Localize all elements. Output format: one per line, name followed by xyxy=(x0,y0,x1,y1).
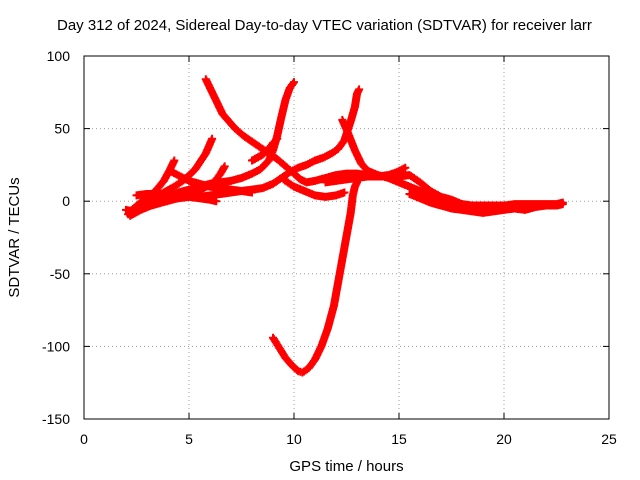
y-tick-label: 50 xyxy=(54,121,70,137)
data-point xyxy=(248,188,256,197)
plot-area-frame xyxy=(83,55,610,420)
data-series xyxy=(132,189,221,206)
data-point xyxy=(212,197,221,206)
data-series xyxy=(269,178,361,377)
y-tick-label: -100 xyxy=(42,338,70,354)
x-tick-label: 5 xyxy=(185,431,193,447)
y-tick-label: 0 xyxy=(62,193,70,209)
grid xyxy=(84,56,609,419)
x-axis-ticks: 0 5 10 15 20 25 xyxy=(80,56,617,447)
data-point xyxy=(340,188,349,197)
data-series xyxy=(248,134,282,165)
data-point xyxy=(208,134,217,143)
data-point xyxy=(290,78,298,87)
data-point xyxy=(170,156,179,165)
y-axis-ticks: -150 -100 -50 0 50 100 xyxy=(42,48,609,427)
data-point xyxy=(401,163,410,172)
x-tick-label: 20 xyxy=(496,431,512,447)
data-series xyxy=(168,168,256,197)
y-tick-label: -150 xyxy=(42,411,70,427)
data-points xyxy=(122,75,567,377)
y-axis-label: SDTVAR / TECUs xyxy=(6,177,23,297)
data-series xyxy=(279,175,349,201)
data-point xyxy=(355,85,364,94)
data-point xyxy=(220,162,229,171)
x-tick-label: 10 xyxy=(286,431,302,447)
x-tick-label: 0 xyxy=(80,431,88,447)
data-point xyxy=(558,198,567,207)
data-series xyxy=(405,189,540,217)
y-tick-label: -50 xyxy=(50,266,70,282)
data-point xyxy=(271,136,280,145)
chart-title: Day 312 of 2024, Sidereal Day-to-day VTE… xyxy=(57,17,592,34)
data-series xyxy=(338,115,567,210)
data-point xyxy=(288,79,297,88)
x-tick-label: 15 xyxy=(391,431,407,447)
y-tick-label: 100 xyxy=(47,48,71,64)
x-tick-label: 25 xyxy=(601,431,617,447)
x-axis-label: GPS time / hours xyxy=(289,458,403,475)
data-point xyxy=(531,203,540,212)
data-point xyxy=(273,134,282,143)
